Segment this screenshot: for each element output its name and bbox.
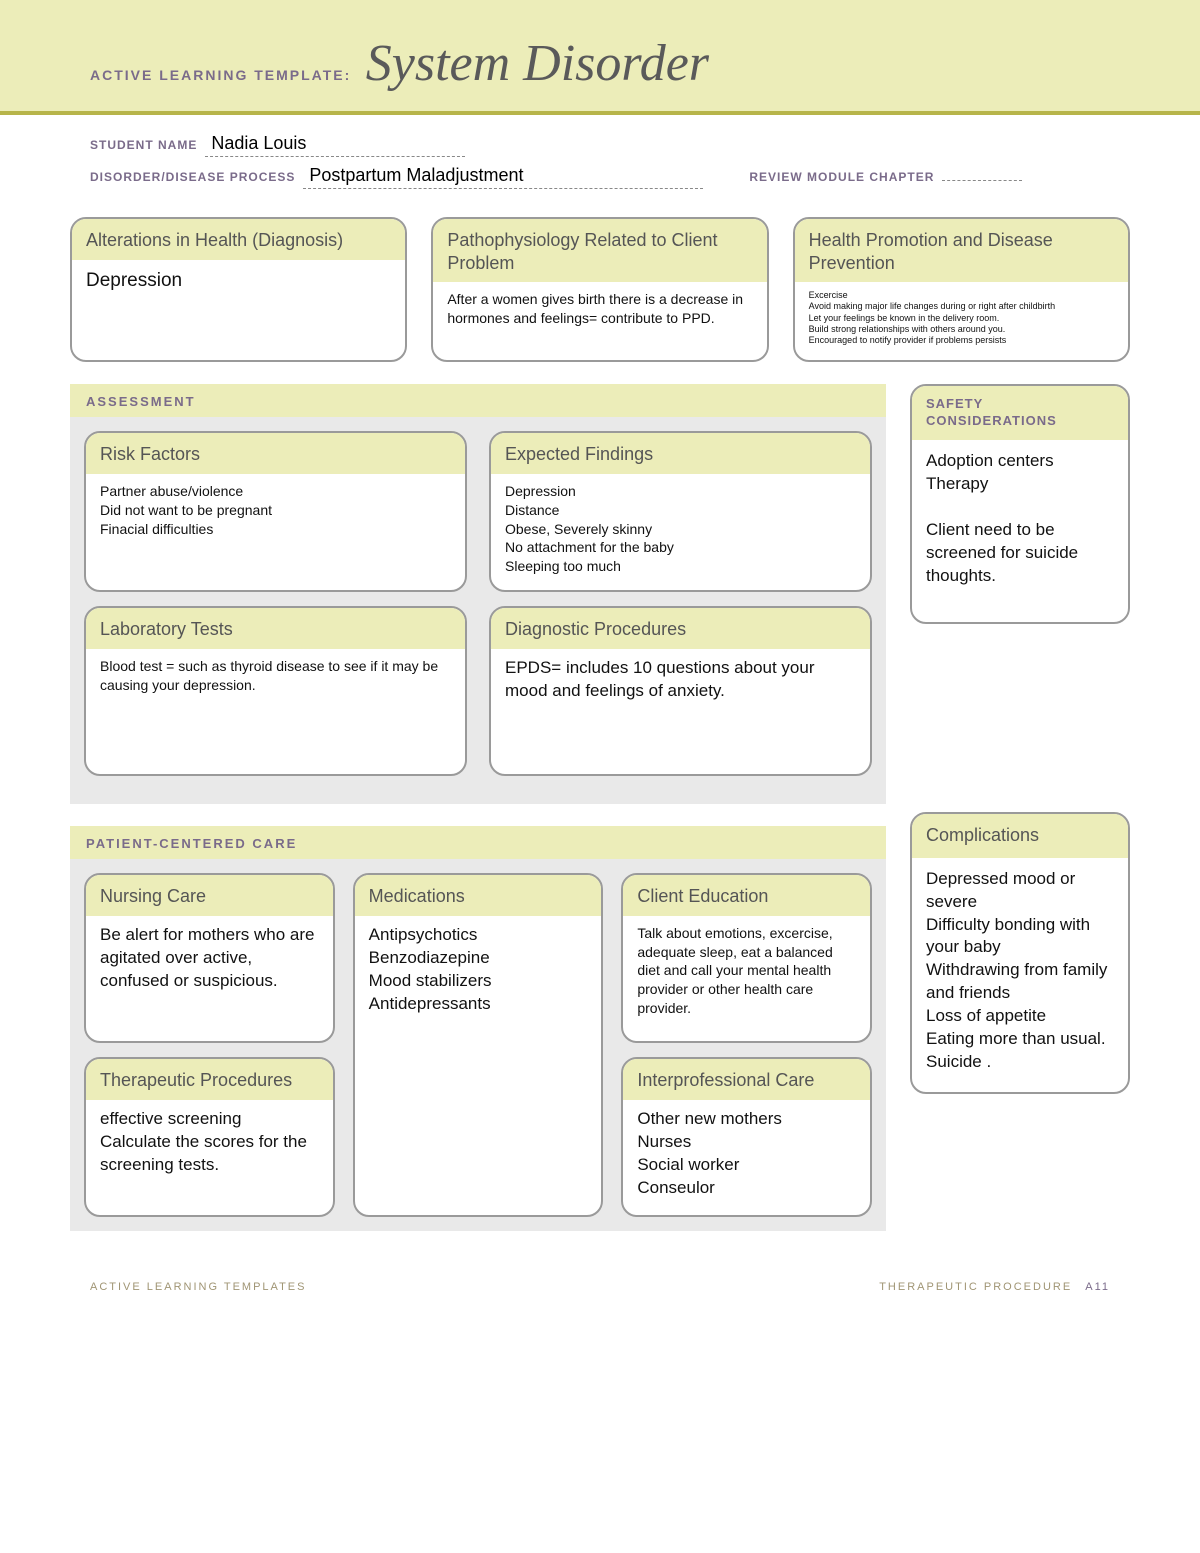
card-body: Talk about emotions, excercise, adequate… [623,916,870,1032]
page: ACTIVE LEARNING TEMPLATE: System Disorde… [0,0,1200,1333]
top-row: Alterations in Health (Diagnosis) Depres… [70,217,1130,362]
card-body: Blood test = such as thyroid disease to … [86,649,465,709]
card-body: Be alert for mothers who are agitated ov… [86,916,333,1007]
card-body: Adoption centers Therapy Client need to … [912,440,1128,606]
footer-right-text: THERAPEUTIC PROCEDURE [879,1281,1072,1293]
card-body: effective screening Calculate the scores… [86,1100,333,1191]
footer-right: THERAPEUTIC PROCEDURE A11 [879,1281,1110,1293]
banner-prefix: ACTIVE LEARNING TEMPLATE: [90,67,351,83]
card-pathophysiology: Pathophysiology Related to Client Proble… [431,217,768,362]
card-interprofessional-care: Interprofessional Care Other new mothers… [621,1057,872,1217]
card-risk-factors: Risk Factors Partner abuse/violence Did … [84,431,467,592]
banner-title: System Disorder [366,34,709,93]
student-value: Nadia Louis [205,133,465,157]
card-body: Antipsychotics Benzodiazepine Mood stabi… [355,916,602,1030]
card-title: Pathophysiology Related to Client Proble… [433,219,766,282]
content: Alterations in Health (Diagnosis) Depres… [0,207,1200,1253]
section-header: PATIENT-CENTERED CARE [70,826,886,859]
card-body: Depressed mood or severe Difficulty bond… [912,858,1128,1092]
card-body: Other new mothers Nurses Social worker C… [623,1100,870,1214]
student-label: STUDENT NAME [90,138,197,152]
card-complications: Complications Depressed mood or severe D… [910,812,1130,1094]
card-therapeutic-procedures: Therapeutic Procedures effective screeni… [84,1057,335,1217]
meta-block: STUDENT NAME Nadia Louis DISORDER/DISEAS… [0,115,1200,207]
card-title: Nursing Care [86,875,333,916]
card-medications: Medications Antipsychotics Benzodiazepin… [353,873,604,1217]
card-body: Excercise Avoid making major life change… [795,282,1128,360]
card-nursing-care: Nursing Care Be alert for mothers who ar… [84,873,335,1043]
card-title: SAFETY CONSIDERATIONS [912,386,1128,440]
card-title: Alterations in Health (Diagnosis) [72,219,405,260]
card-body: After a women gives birth there is a dec… [433,282,766,342]
section-patient-care: PATIENT-CENTERED CARE Nursing Care Be al… [70,826,886,1231]
card-title: Laboratory Tests [86,608,465,649]
disorder-value: Postpartum Maladjustment [303,165,703,189]
footer-left: ACTIVE LEARNING TEMPLATES [90,1281,306,1293]
card-title: Client Education [623,875,870,916]
card-body: EPDS= includes 10 questions about your m… [491,649,870,717]
card-title: Expected Findings [491,433,870,474]
card-alterations: Alterations in Health (Diagnosis) Depres… [70,217,407,362]
chapter-label: REVIEW MODULE CHAPTER [749,170,934,184]
card-title: Diagnostic Procedures [491,608,870,649]
card-title: Therapeutic Procedures [86,1059,333,1100]
card-body: Partner abuse/violence Did not want to b… [86,474,465,553]
card-body: Depression Distance Obese, Severely skin… [491,474,870,590]
card-safety: SAFETY CONSIDERATIONS Adoption centers T… [910,384,1130,624]
footer-page: A11 [1085,1281,1110,1293]
card-client-education: Client Education Talk about emotions, ex… [621,873,872,1043]
card-title: Medications [355,875,602,916]
left-column: ASSESSMENT Risk Factors Partner abuse/vi… [70,384,886,1253]
section-assessment: ASSESSMENT Risk Factors Partner abuse/vi… [70,384,886,804]
card-diagnostic-procedures: Diagnostic Procedures EPDS= includes 10 … [489,606,872,776]
card-title: Health Promotion and Disease Prevention [795,219,1128,282]
chapter-value [942,178,1022,181]
section-header: ASSESSMENT [70,384,886,417]
card-title: Complications [912,814,1128,857]
banner: ACTIVE LEARNING TEMPLATE: System Disorde… [0,0,1200,115]
footer: ACTIVE LEARNING TEMPLATES THERAPEUTIC PR… [0,1253,1200,1293]
card-body: Depression [72,260,405,308]
card-title: Risk Factors [86,433,465,474]
card-laboratory-tests: Laboratory Tests Blood test = such as th… [84,606,467,776]
main-grid: ASSESSMENT Risk Factors Partner abuse/vi… [70,384,1130,1253]
disorder-label: DISORDER/DISEASE PROCESS [90,170,295,184]
card-title: Interprofessional Care [623,1059,870,1100]
card-health-promotion: Health Promotion and Disease Prevention … [793,217,1130,362]
card-expected-findings: Expected Findings Depression Distance Ob… [489,431,872,592]
right-column: SAFETY CONSIDERATIONS Adoption centers T… [910,384,1130,1253]
